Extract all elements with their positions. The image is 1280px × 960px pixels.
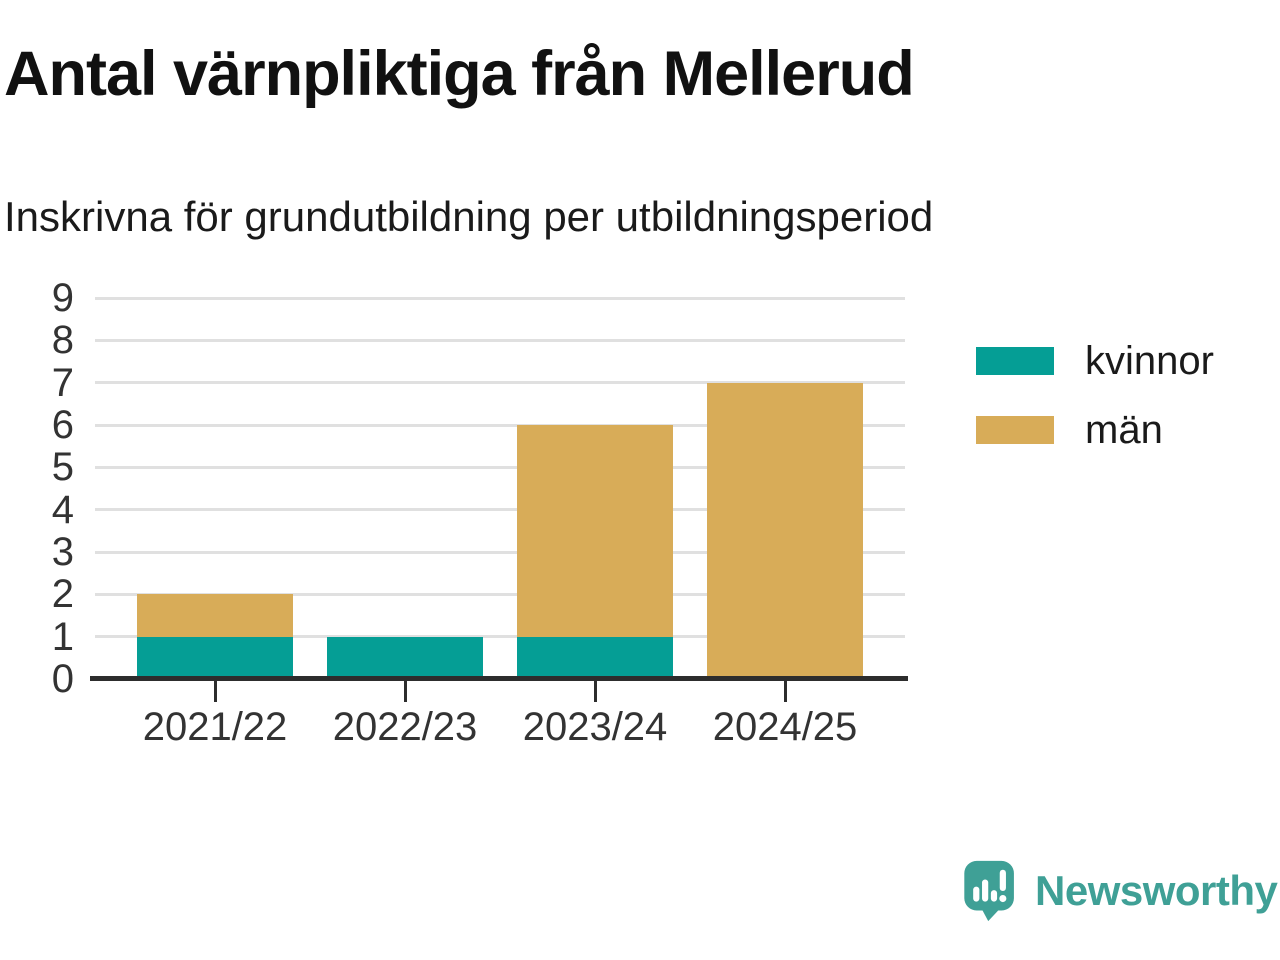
legend-label-kvinnor: kvinnor: [1085, 339, 1214, 383]
x-axis-label-2024/25: 2024/25: [712, 705, 858, 749]
gridline-8: [95, 338, 905, 342]
y-axis-label-5: 5: [51, 445, 74, 490]
x-axis-label-2023/24: 2023/24: [522, 705, 668, 749]
y-axis-label-8: 8: [51, 318, 74, 363]
gridline-1: [95, 635, 905, 639]
bar-segment-kvinnor-2021/22: [137, 636, 293, 679]
bar-segment-män-2021/22: [137, 594, 293, 637]
y-axis-label-0: 0: [51, 657, 74, 701]
gridline-6: [95, 423, 905, 427]
newsworthy-branding: Newsworthy: [963, 860, 1278, 922]
bar-segment-kvinnor-2023/24: [517, 636, 673, 679]
gridline-7: [95, 381, 905, 385]
bar-segment-kvinnor-2022/23: [327, 636, 483, 679]
legend-item-kvinnor: kvinnor: [976, 341, 1214, 381]
bar-segment-män-2023/24: [517, 425, 673, 637]
y-axis-label-2: 2: [51, 572, 74, 617]
legend-label-man: män: [1085, 408, 1163, 452]
legend-swatch-kvinnor: [976, 347, 1054, 375]
gridline-9: [95, 296, 905, 300]
x-tick-2023/24: [593, 681, 597, 702]
gridline-5: [95, 465, 905, 469]
newsworthy-logo-icon: [964, 860, 1014, 922]
chart-title: Antal värnpliktiga från Mellerud: [4, 39, 915, 109]
gridline-4: [95, 508, 905, 512]
y-axis-label-4: 4: [51, 487, 74, 532]
legend-item-man: män: [976, 410, 1214, 450]
x-tick-2022/23: [403, 681, 407, 702]
y-axis-label-1: 1: [51, 614, 74, 659]
y-axis-label-3: 3: [51, 530, 74, 574]
gridline-3: [95, 550, 905, 554]
legend-swatch-man: [976, 416, 1054, 444]
y-axis-label-9: 9: [51, 276, 74, 320]
x-axis-label-2022/23: 2022/23: [332, 705, 478, 749]
gridline-2: [95, 592, 905, 596]
x-axis-line: [90, 676, 908, 681]
chart-subtitle: Inskrivna för grundutbildning per utbild…: [4, 193, 934, 240]
x-tick-2024/25: [783, 681, 787, 702]
x-tick-2021/22: [213, 681, 217, 702]
bar-segment-män-2024/25: [707, 382, 863, 679]
legend: kvinnor män: [976, 341, 1214, 450]
y-axis-label-7: 7: [51, 360, 74, 405]
y-axis-label-6: 6: [51, 403, 74, 447]
newsworthy-logo-text: Newsworthy: [1035, 867, 1278, 914]
x-axis-label-2021/22: 2021/22: [142, 705, 288, 749]
